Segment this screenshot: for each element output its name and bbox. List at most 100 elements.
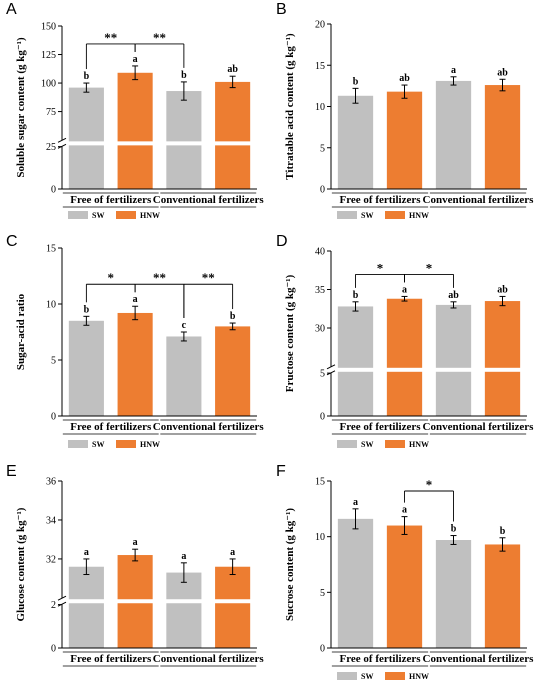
y-tick-label: 10 [315, 102, 325, 113]
y-tick-label: 25 [46, 142, 56, 153]
bar-hnw [386, 298, 423, 416]
significance-marker: * [108, 270, 115, 285]
legend-label: SW [361, 672, 373, 681]
significance-marker: ** [153, 270, 166, 285]
significance-letter: a [451, 65, 456, 76]
bar-sw [337, 518, 374, 648]
significance-letter: b [230, 311, 236, 322]
panel-b: B 0 5 10 15 20 b ab a ab Titratable acid content (… [276, 1, 534, 220]
y-tick-label: 30 [315, 324, 325, 335]
panel-label: D [276, 233, 288, 250]
significance-letter: ab [399, 73, 410, 84]
significance-letter: a [84, 547, 89, 558]
axis-break-mark [57, 137, 67, 143]
bar-sw [166, 572, 202, 648]
bar-hnw [484, 544, 521, 648]
significance-marker: * [377, 260, 384, 275]
legend-swatch [337, 440, 357, 448]
bar-hnw [117, 72, 153, 189]
significance-marker: ** [104, 30, 117, 45]
y-tick-label: 0 [320, 644, 325, 655]
y-axis-label: Fructose content (g kg⁻¹) [284, 274, 296, 392]
legend-label: SW [92, 440, 104, 449]
y-tick-label: 15 [315, 61, 325, 72]
legend-swatch [68, 211, 88, 219]
axis-break-band [63, 599, 257, 604]
panel-label: A [6, 1, 17, 18]
significance-marker: * [426, 260, 433, 275]
y-tick-label: 10 [46, 300, 56, 311]
y-tick-label: 40 [315, 247, 325, 258]
y-axis-label: Glucose content (g kg⁻¹) [15, 507, 27, 621]
bar-sw [68, 320, 104, 416]
significance-letter: ab [227, 64, 238, 75]
axis-break-mark [57, 601, 67, 607]
y-tick-label: 15 [315, 477, 325, 488]
panel-e: E 0 2 32 34 36 a a a a Glucose content (g kg⁻¹) Fre… [6, 463, 264, 667]
y-tick-label: 10 [315, 532, 325, 543]
bar-sw [435, 80, 472, 189]
axis-break-mark [326, 370, 336, 376]
legend-label: HNW [140, 211, 160, 220]
axis-break-band [63, 141, 257, 146]
legend-swatch [337, 672, 357, 680]
group-label: Free of fertilizers [70, 653, 152, 665]
bar-hnw [484, 85, 521, 189]
group-label: Free of fertilizers [339, 194, 421, 206]
significance-letter: b [84, 71, 90, 82]
group-label: Free of fertilizers [339, 421, 421, 433]
significance-letter: a [133, 537, 138, 548]
y-axis-label: Sucrose content (g kg⁻¹) [284, 508, 296, 621]
legend-label: SW [92, 211, 104, 220]
group-label: Conventional fertilizers [153, 194, 265, 206]
y-tick-label: 5 [320, 588, 325, 599]
y-axis-label: Titratable acid content (g kg⁻¹) [284, 33, 296, 180]
significance-letter: c [182, 320, 187, 331]
y-tick-label: 35 [315, 285, 325, 296]
y-tick-label: 32 [46, 554, 56, 565]
legend-swatch [337, 211, 357, 219]
bar-sw [68, 566, 104, 648]
legend-swatch [385, 211, 405, 219]
significance-letter: b [353, 290, 359, 301]
bar-hnw [117, 312, 153, 416]
significance-letter: a [133, 294, 138, 305]
axis-break-band [332, 367, 527, 372]
panel-c: C 0 5 10 15 b a c b Sugar-acid ratio Free of ferti… [6, 233, 264, 449]
y-tick-label: 75 [46, 107, 56, 118]
bar-hnw [215, 326, 251, 416]
significance-letter: ab [497, 67, 508, 78]
significance-marker: * [426, 477, 433, 492]
legend-swatch [385, 440, 405, 448]
panel-d: D 0 5 30 35 40 b a ab ab Fructose content (g kg⁻¹)… [276, 233, 534, 449]
y-tick-label: 100 [41, 79, 56, 90]
bar-sw [435, 540, 472, 648]
legend-swatch [68, 440, 88, 448]
significance-letter: a [181, 551, 186, 562]
bar-hnw [484, 301, 521, 416]
bar-hnw [215, 81, 251, 189]
y-tick-label: 0 [51, 185, 56, 196]
group-label: Free of fertilizers [70, 194, 152, 206]
y-axis-label: Soluble sugar content (g kg⁻¹) [15, 37, 27, 178]
axis-break-mark [57, 595, 67, 601]
significance-marker: ** [153, 30, 166, 45]
significance-letter: b [500, 526, 506, 537]
bar-sw [68, 87, 104, 189]
legend-label: HNW [409, 672, 429, 681]
legend-label: SW [361, 440, 373, 449]
significance-letter: a [402, 284, 407, 295]
y-tick-label: 15 [46, 244, 56, 255]
legend-label: SW [361, 211, 373, 220]
y-tick-label: 2 [51, 600, 56, 611]
significance-letter: b [84, 304, 90, 315]
legend-label: HNW [409, 211, 429, 220]
legend-swatch [116, 440, 136, 448]
significance-letter: a [133, 54, 138, 65]
legend-swatch [116, 211, 136, 219]
bar-sw [337, 306, 374, 416]
group-label: Conventional fertilizers [423, 653, 535, 665]
axis-break-mark [326, 364, 336, 370]
panel-label: F [276, 463, 286, 480]
